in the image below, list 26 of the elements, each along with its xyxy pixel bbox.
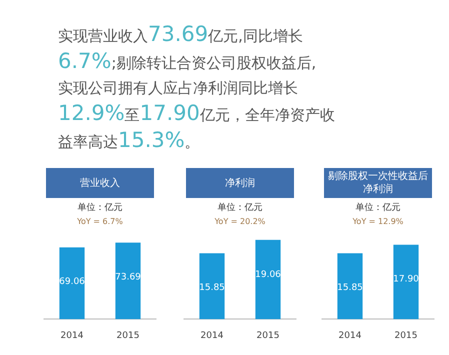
x-tick-label: 2015 bbox=[116, 330, 140, 341]
data-label: 15.85 bbox=[199, 283, 225, 294]
data-label: 69.06 bbox=[59, 277, 86, 288]
chart-subtitle: 单位：亿元 bbox=[76, 202, 124, 214]
chart-subtitle: 单位：亿元 bbox=[216, 202, 264, 214]
text: 实现公司拥有人应占净利润同比增长 bbox=[58, 79, 298, 97]
text: 12.9%至17.90亿元，全年净资产收 bbox=[58, 101, 335, 125]
data-label: 15.85 bbox=[337, 283, 363, 294]
data-label: 17.90 bbox=[393, 274, 420, 285]
text: 6.7%;剔除转让合资公司股权收益后, bbox=[58, 49, 316, 73]
x-tick-label: 2015 bbox=[256, 330, 280, 341]
text: YoY = 12.9% bbox=[352, 217, 404, 226]
text: 实现营业收入73.69亿元,同比增长 bbox=[58, 22, 303, 46]
chart-title: 净利润 bbox=[186, 168, 294, 198]
chart-title: 剔除股权一次性收益后净利润 bbox=[324, 168, 432, 198]
data-label: 73.69 bbox=[115, 272, 142, 282]
x-tick-label: 2015 bbox=[394, 330, 418, 341]
data-label: 19.06 bbox=[255, 270, 282, 280]
text: YoY = 20.2% bbox=[214, 217, 266, 226]
chart-title: 营业收入 bbox=[46, 168, 154, 198]
text: YoY = 6.7% bbox=[76, 217, 124, 226]
x-tick-label: 2014 bbox=[338, 330, 362, 341]
x-tick-label: 2014 bbox=[200, 330, 224, 341]
chart-subtitle: 单位：亿元 bbox=[354, 202, 402, 214]
x-tick-label: 2014 bbox=[60, 330, 84, 341]
text: 益率高达15.3%。 bbox=[58, 128, 200, 152]
